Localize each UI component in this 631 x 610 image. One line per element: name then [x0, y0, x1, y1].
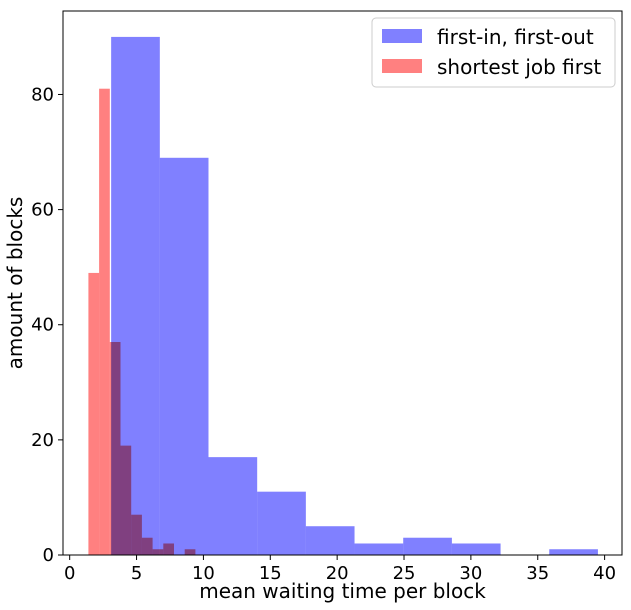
bar-sjf-7 [163, 543, 174, 555]
bar-fifo-4 [305, 526, 355, 555]
x-axis: 0 5 10 15 20 25 30 35 40 [64, 555, 616, 584]
x-tick-label: 5 [131, 563, 142, 584]
y-tick-label: 20 [31, 430, 54, 451]
bar-fifo-2 [208, 457, 258, 555]
bar-fifo-5 [354, 543, 404, 555]
bar-sjf-5 [141, 537, 153, 555]
bar-fifo-6 [403, 537, 452, 555]
bar-sjf-4 [131, 514, 142, 555]
x-tick-label: 0 [64, 563, 75, 584]
x-tick-label: 40 [593, 563, 616, 584]
legend-label-sjf: shortest job first [437, 55, 601, 79]
y-axis-label: amount of blocks [3, 197, 27, 370]
plot-frame [62, 10, 623, 556]
x-tick-label: 10 [192, 563, 215, 584]
bar-sjf-6 [152, 549, 164, 555]
y-axis: 0 20 40 60 80 [31, 84, 63, 566]
bar-sjf-2 [109, 342, 121, 555]
legend-swatch-fifo [382, 29, 422, 43]
x-tick-label: 20 [326, 563, 349, 584]
legend-swatch-sjf [382, 59, 422, 73]
x-tick-label: 25 [393, 563, 416, 584]
y-tick-label: 0 [43, 545, 54, 566]
y-tick-label: 40 [31, 315, 54, 336]
legend-label-fifo: first-in, first-out [437, 25, 594, 49]
bar-sjf-1 [99, 88, 110, 555]
legend-box [371, 17, 616, 88]
legend: first-in, first-out shortest job first [371, 17, 616, 88]
bar-fifo-7 [451, 543, 501, 555]
bar-sjf-0 [88, 272, 100, 555]
bar-fifo-3 [257, 491, 306, 555]
y-tick-label: 80 [31, 84, 54, 105]
x-tick-label: 30 [459, 563, 482, 584]
x-tick-label: 15 [259, 563, 282, 584]
y-tick-label: 60 [31, 200, 54, 221]
x-axis-label: mean waiting time per block [199, 579, 486, 603]
bar-sjf-9 [184, 549, 196, 555]
x-tick-label: 35 [526, 563, 549, 584]
bars-layer [88, 36, 598, 556]
bar-fifo-1 [159, 157, 209, 556]
bar-sjf-3 [120, 445, 132, 555]
bar-fifo-9 [549, 549, 598, 555]
